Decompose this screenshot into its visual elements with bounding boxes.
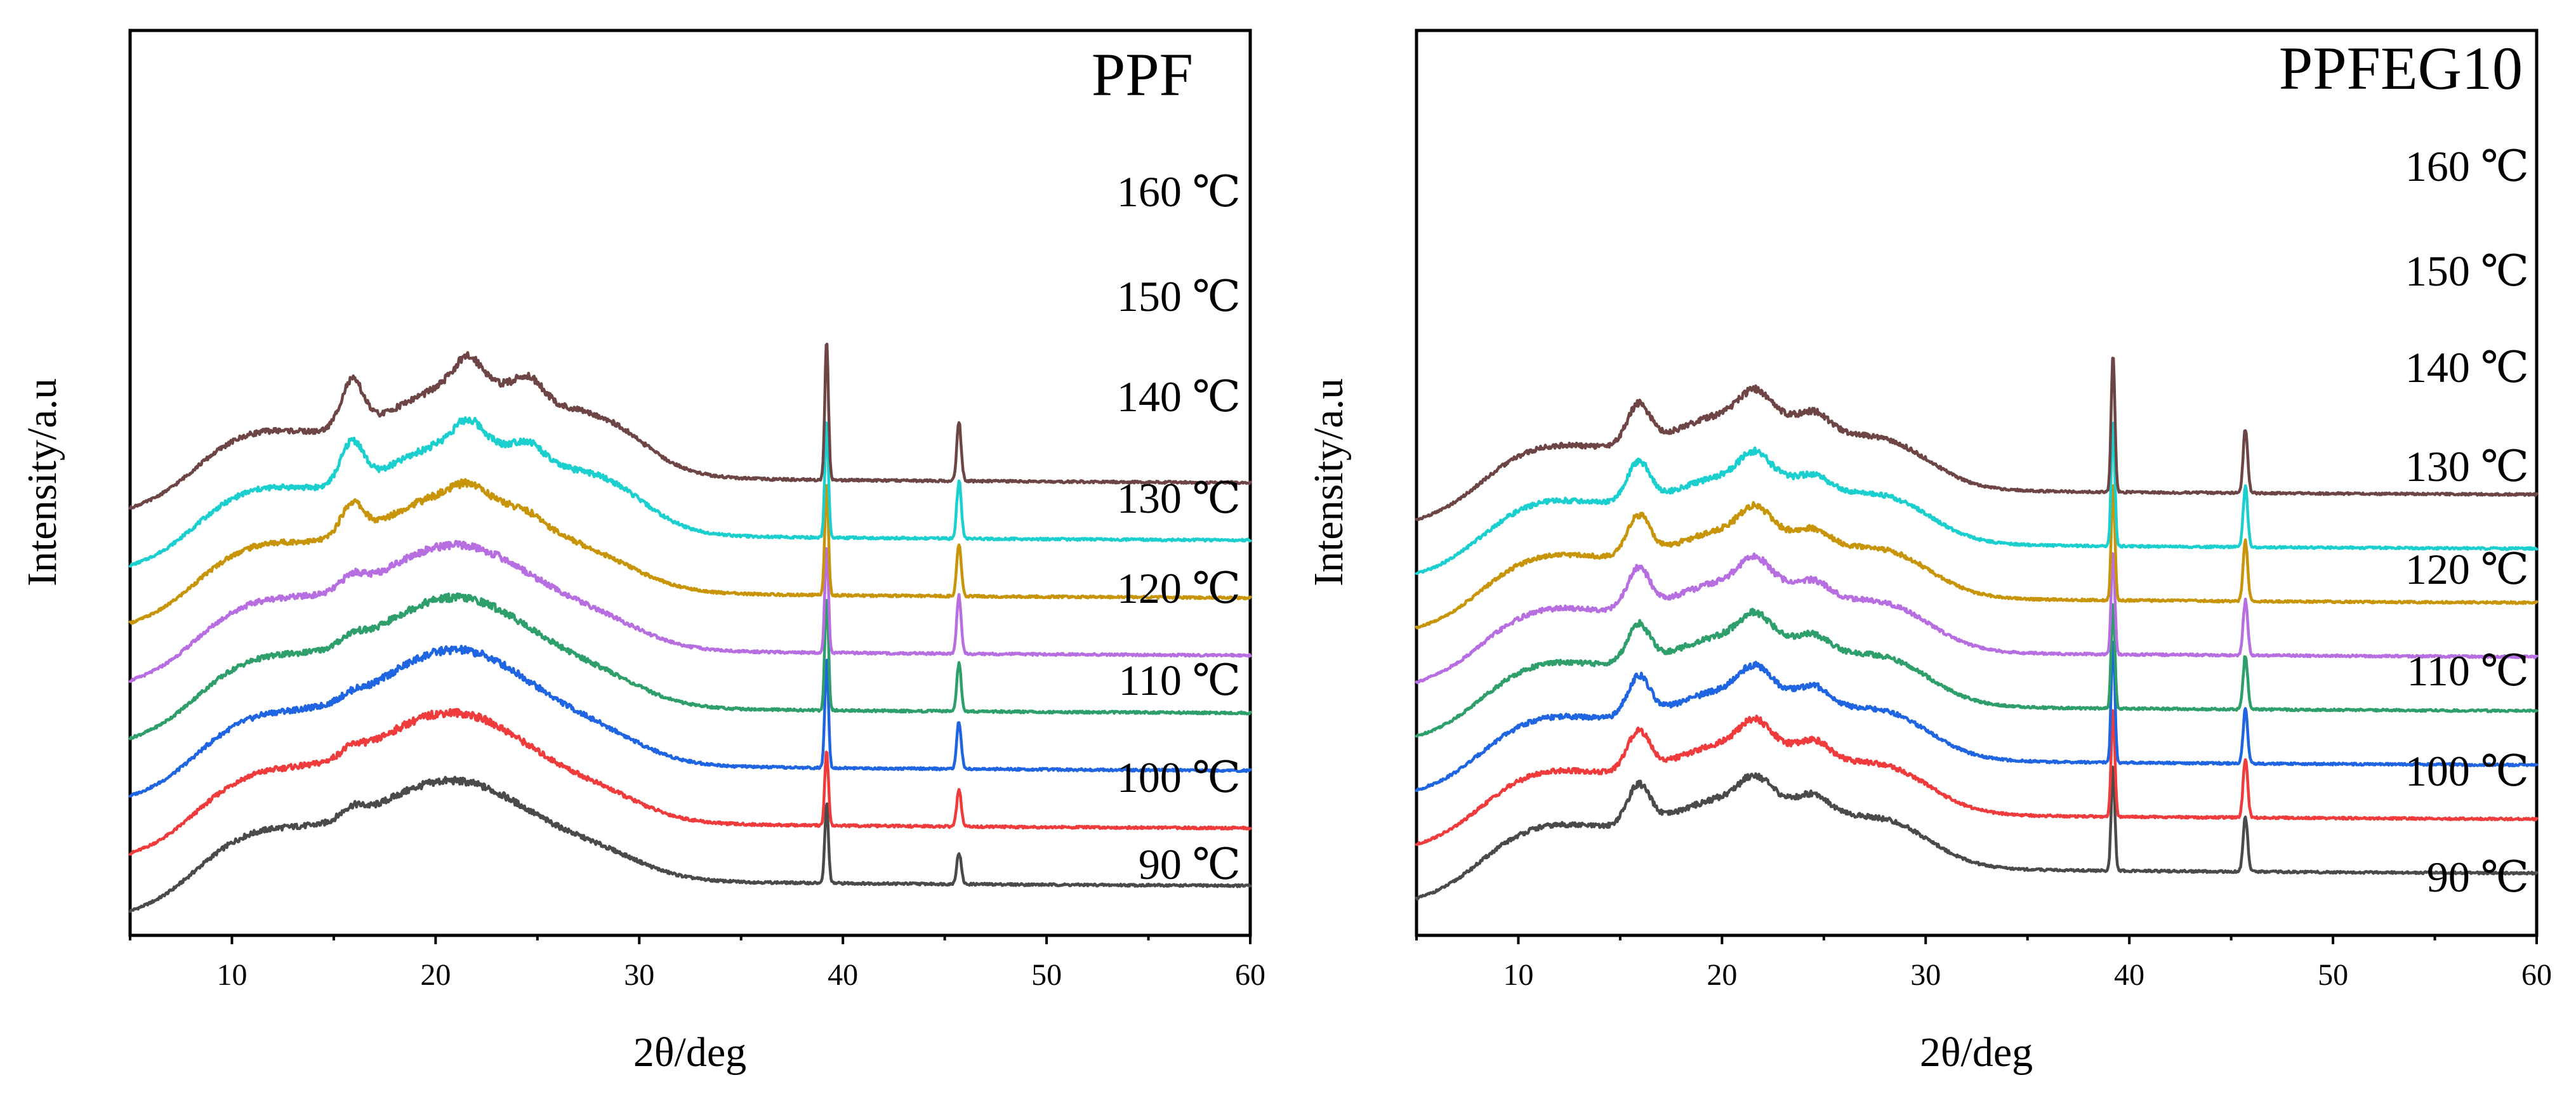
panel-title: PPFEG10 [2279,34,2523,102]
series-label-130: 130 ℃ [2405,442,2529,491]
trace-group [1415,357,2539,901]
series-label-110: 110 ℃ [2407,647,2529,695]
x-axis-ticks: 10 20 30 40 50 60 [1415,935,2552,992]
series-label-110: 110 ℃ [1118,656,1241,704]
series-label-150: 150 ℃ [2405,247,2529,295]
y-axis-title: Intensity/a.u [19,378,65,586]
series-line-100 [1415,709,2539,847]
series-line-120 [128,592,1252,741]
series-line-110 [1415,640,2539,793]
series-line-130 [1415,552,2539,685]
x-tick-label-30: 30 [624,958,654,992]
series-label-120: 120 ℃ [1117,564,1241,612]
series-line-150 [1415,421,2539,576]
x-tick-label-60: 60 [1235,958,1265,992]
series-line-100 [128,708,1252,856]
series-label-150: 150 ℃ [1117,272,1241,320]
series-label-140: 140 ℃ [2405,343,2529,392]
trace-group [128,343,1252,913]
series-line-130 [128,539,1252,683]
panel-title: PPF [1092,41,1193,109]
x-tick-label-50: 50 [2318,958,2348,992]
series-label-130: 130 ℃ [1117,474,1241,522]
plot-frame [128,29,1252,937]
x-tick-label-50: 50 [1031,958,1062,992]
chart-panel-ppf: 10 20 30 40 50 60 PPF 160 ℃ 150 ℃ 140 ℃ 130 ℃… [19,29,1265,1076]
series-line-110 [128,645,1252,798]
series-line-140 [1415,484,2539,629]
x-axis-title: 2θ/deg [633,1029,746,1076]
series-label-90: 90 ℃ [2427,853,2529,901]
chart-panel-ppfeg10: 10 20 30 40 50 60 PPFEG10 160 ℃ 150 ℃ 140 ℃ 1… [1305,29,2552,1076]
x-axis-title: 2θ/deg [1920,1029,2033,1076]
series-label-120: 120 ℃ [2405,545,2529,593]
x-tick-label-10: 10 [216,958,247,992]
series-label-140: 140 ℃ [1117,372,1241,421]
series-line-90 [128,775,1252,913]
series-line-90 [1415,765,2539,901]
series-label-160: 160 ℃ [2405,142,2529,190]
x-tick-label-40: 40 [2114,958,2144,992]
series-line-150 [128,416,1252,568]
series-line-160 [128,343,1252,510]
x-tick-label-40: 40 [828,958,858,992]
series-line-120 [1415,603,2539,738]
x-tick-label-60: 60 [2521,958,2552,992]
x-tick-label-10: 10 [1503,958,1533,992]
series-label-90: 90 ℃ [1139,840,1241,888]
series-label-100: 100 ℃ [2405,747,2529,795]
series-line-140 [128,478,1252,625]
series-label-160: 160 ℃ [1117,168,1241,216]
x-tick-label-20: 20 [1707,958,1737,992]
series-line-160 [1415,357,2539,522]
x-axis-ticks: 10 20 30 40 50 60 [129,935,1265,992]
series-label-100: 100 ℃ [1117,753,1241,801]
x-tick-label-30: 30 [1910,958,1941,992]
x-tick-label-20: 20 [420,958,451,992]
y-axis-title: Intensity/a.u [1305,378,1352,586]
plot-frame [1415,29,2539,937]
